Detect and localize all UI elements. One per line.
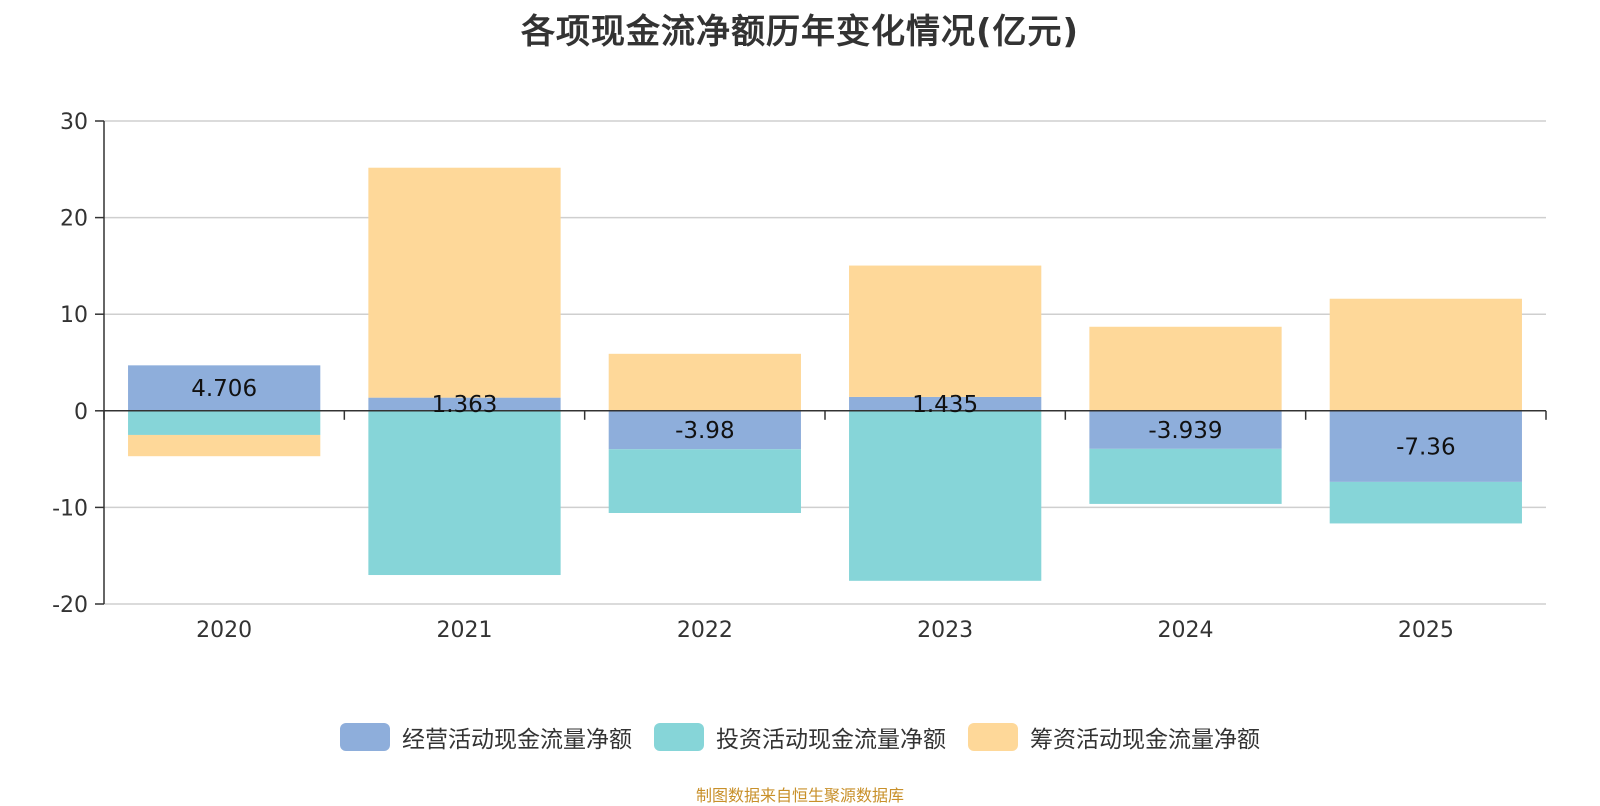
x-tick-label-2020: 2020 [196, 618, 252, 643]
y-tick-label: 10 [60, 303, 88, 328]
data-label-2024: -3.939 [1148, 418, 1222, 444]
legend-item-investing[interactable]: 投资活动现金流量净额 [654, 720, 946, 754]
chart-title: 各项现金流净额历年变化情况(亿元) [520, 12, 1080, 52]
bar-series2-2023 [849, 410, 1042, 581]
legend-label-operating: 经营活动现金流量净额 [402, 727, 632, 753]
x-tick-label-2023: 2023 [917, 618, 973, 643]
bar-series1-2021 [368, 397, 561, 411]
bar-series3-2020 [128, 434, 321, 457]
bar-series3-2025 [1329, 298, 1522, 411]
bar-series3-2024 [1089, 326, 1282, 411]
x-tick-label-2025: 2025 [1398, 618, 1454, 643]
bar-series1-2023 [849, 396, 1042, 411]
x-tick-label-2022: 2022 [677, 618, 733, 643]
y-tick-label: -10 [52, 496, 88, 521]
bar-series1-2020 [128, 365, 321, 411]
bar-series2-2020 [128, 410, 321, 435]
y-tick-label: 20 [60, 207, 88, 232]
bar-series1-2022 [608, 410, 801, 450]
legend-swatch-investing [654, 723, 704, 751]
data-labels: 4.706 1.363 -3.98 1.435 -3.939 -7.36 [191, 376, 1455, 460]
legend-label-investing: 投资活动现金流量净额 [716, 727, 946, 753]
legend: 经营活动现金流量净额 投资活动现金流量净额 筹资活动现金流量净额 [0, 720, 1600, 754]
legend-swatch-financing [968, 723, 1018, 751]
bar-series1-2025 [1329, 410, 1522, 482]
legend-label-financing: 筹资活动现金流量净额 [1030, 727, 1260, 753]
bar-series2-2021 [368, 410, 561, 576]
data-label-2020: 4.706 [191, 376, 257, 402]
source-note: 制图数据来自恒生聚源数据库 [695, 786, 904, 805]
bar-series2-2022 [608, 449, 801, 514]
data-label-2023: 1.435 [912, 392, 978, 418]
bar-series1-2024 [1089, 410, 1282, 449]
legend-swatch-operating [340, 723, 390, 751]
bar-series2-2024 [1089, 448, 1282, 504]
bar-series3-2022 [608, 353, 801, 411]
bar-series3-2023 [849, 265, 1042, 397]
data-label-2025: -7.36 [1396, 434, 1456, 460]
axes: 30 20 10 0 -10 -20 2020 2021 2022 2023 2024 2025 [52, 110, 1547, 643]
x-tick-label-2024: 2024 [1158, 618, 1214, 643]
y-tick-label: -20 [52, 593, 88, 618]
x-tick-label-2021: 2021 [437, 618, 493, 643]
grid-lines [104, 120, 1546, 605]
bar-series2-2025 [1329, 481, 1522, 524]
bar-series3-2021 [368, 167, 561, 398]
legend-item-operating[interactable]: 经营活动现金流量净额 [340, 720, 632, 754]
data-label-2021: 1.363 [432, 392, 498, 418]
y-tick-label: 30 [60, 110, 88, 135]
data-label-2022: -3.98 [675, 418, 735, 444]
bars [128, 167, 1522, 581]
legend-item-financing[interactable]: 筹资活动现金流量净额 [968, 720, 1260, 754]
y-tick-label: 0 [74, 400, 88, 425]
